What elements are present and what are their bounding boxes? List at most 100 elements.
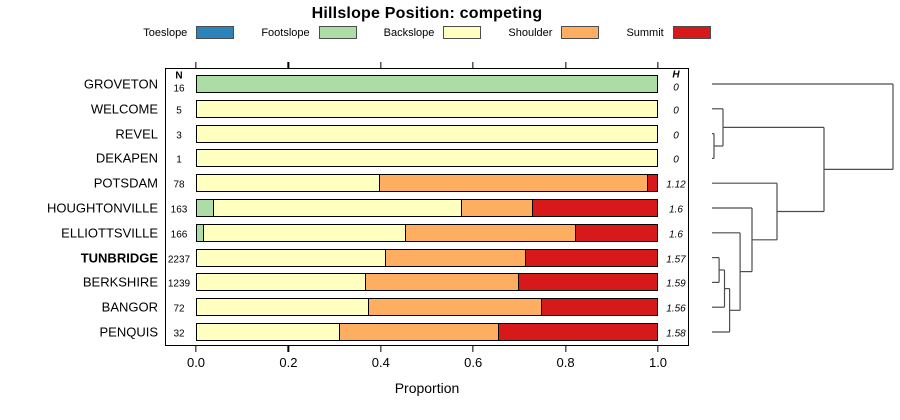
stacked-bar bbox=[196, 273, 658, 292]
legend-label: Backslope bbox=[383, 26, 435, 39]
axis-tick bbox=[564, 62, 567, 68]
legend: Toeslope Footslope Backslope Shoulder Summit bbox=[0, 26, 854, 39]
dendrogram bbox=[712, 83, 894, 333]
row-label: TUNBRIDGE bbox=[80, 250, 158, 266]
n-value: 1239 bbox=[167, 278, 191, 290]
bar-segment-shoulder bbox=[460, 199, 534, 217]
bar-segment-footslope bbox=[196, 199, 215, 217]
n-value: 163 bbox=[170, 204, 188, 216]
h-value: 1.58 bbox=[666, 328, 686, 340]
stacked-bar bbox=[196, 149, 658, 168]
legend-item-backslope: Backslope bbox=[384, 26, 482, 39]
bar-segment-backslope bbox=[202, 223, 407, 242]
axis-tick bbox=[564, 346, 567, 352]
h-value: 0 bbox=[673, 105, 679, 117]
bar-segment-backslope bbox=[196, 174, 381, 193]
row-label: POTSDAM bbox=[93, 175, 158, 191]
row-label: BERKSHIRE bbox=[82, 274, 158, 290]
h-value: 1.59 bbox=[666, 278, 686, 290]
axis-tick-label: 0.4 bbox=[371, 355, 390, 370]
bar-segment-summit bbox=[647, 174, 658, 193]
bar-segment-shoulder bbox=[405, 223, 577, 242]
legend-swatch bbox=[318, 26, 357, 39]
n-value: 32 bbox=[173, 328, 185, 340]
bar-segment-shoulder bbox=[365, 273, 520, 292]
legend-item-footslope: Footslope bbox=[261, 26, 357, 39]
h-value: 0 bbox=[673, 82, 679, 94]
h-value: 1.57 bbox=[666, 254, 686, 266]
axis-tick bbox=[472, 62, 474, 68]
bar-segment-shoulder bbox=[338, 323, 500, 341]
h-value: 0 bbox=[673, 130, 679, 142]
chart-title: Hillslope Position: competing bbox=[311, 5, 543, 22]
axis-tick bbox=[380, 346, 382, 352]
bar-segment-summit bbox=[574, 223, 658, 242]
axis-tick-label: 0.0 bbox=[186, 355, 206, 370]
axis-tick-label: 0.2 bbox=[279, 355, 298, 370]
axis-tick bbox=[657, 346, 659, 352]
bar-segment-backslope bbox=[196, 273, 367, 292]
legend-swatch bbox=[561, 26, 600, 39]
axis-tick bbox=[287, 62, 290, 68]
row-label: WELCOME bbox=[90, 101, 158, 117]
row-label: REVEL bbox=[115, 126, 158, 142]
bar-segment-backslope bbox=[196, 298, 370, 317]
bar-segment-backslope bbox=[213, 199, 463, 217]
h-value: 0 bbox=[673, 154, 679, 166]
n-column-header: N bbox=[175, 70, 183, 82]
bar-segment-backslope bbox=[196, 248, 387, 267]
bar-segment-summit bbox=[541, 298, 658, 317]
legend-swatch bbox=[443, 26, 482, 39]
row-label: PENQUIS bbox=[99, 324, 158, 340]
bar-segment-summit bbox=[497, 323, 658, 341]
axis-tick-label: 0.6 bbox=[464, 355, 483, 370]
axis-tick bbox=[287, 346, 290, 352]
axis-tick bbox=[195, 62, 197, 68]
h-value: 1.12 bbox=[666, 179, 686, 191]
n-value: 1 bbox=[176, 154, 182, 166]
stacked-bar bbox=[196, 124, 658, 143]
h-column-header: H bbox=[672, 69, 680, 81]
n-value: 166 bbox=[170, 229, 188, 241]
stacked-bar bbox=[196, 323, 658, 341]
n-value: 72 bbox=[173, 303, 185, 315]
bar-segment-backslope bbox=[196, 124, 658, 143]
h-value: 1.56 bbox=[666, 303, 686, 315]
legend-item-shoulder: Shoulder bbox=[508, 26, 600, 39]
legend-swatch bbox=[672, 26, 711, 39]
legend-swatch bbox=[196, 26, 235, 39]
row-label: GROVETON bbox=[83, 76, 158, 92]
n-value: 2237 bbox=[167, 254, 191, 266]
row-label: ELLIOTTSVILLE bbox=[61, 225, 158, 241]
h-value: 1.6 bbox=[669, 229, 683, 241]
bar-segment-backslope bbox=[196, 323, 341, 341]
bar-segment-summit bbox=[524, 248, 658, 267]
bar-segment-backslope bbox=[196, 99, 658, 118]
n-value: 5 bbox=[176, 105, 182, 117]
axis-tick bbox=[380, 62, 382, 68]
bar-segment-shoulder bbox=[385, 248, 527, 267]
stacked-bar bbox=[196, 199, 658, 217]
stacked-bar bbox=[196, 223, 658, 242]
axis-tick-label: 0.8 bbox=[556, 355, 575, 370]
axis-tick-label: 1.0 bbox=[648, 355, 668, 370]
row-label: DEKAPEN bbox=[95, 150, 158, 166]
legend-label: Toeslope bbox=[143, 26, 188, 39]
stacked-bar bbox=[196, 99, 658, 118]
axis-tick bbox=[657, 62, 659, 68]
legend-item-toeslope: Toeslope bbox=[143, 26, 235, 39]
bar-segment-backslope bbox=[196, 149, 658, 168]
legend-item-summit: Summit bbox=[626, 26, 711, 39]
stacked-bar bbox=[196, 298, 658, 317]
stacked-bar bbox=[196, 75, 658, 93]
legend-label: Footslope bbox=[261, 26, 310, 39]
row-label: HOUGHTONVILLE bbox=[46, 200, 158, 216]
axis-tick bbox=[472, 346, 474, 352]
axis-tick bbox=[195, 346, 197, 352]
bar-segment-footslope bbox=[196, 75, 658, 93]
x-axis-title: Proportion bbox=[394, 380, 460, 396]
bar-segment-shoulder bbox=[367, 298, 543, 317]
bar-segment-summit bbox=[531, 199, 658, 217]
stacked-bar bbox=[196, 174, 658, 193]
